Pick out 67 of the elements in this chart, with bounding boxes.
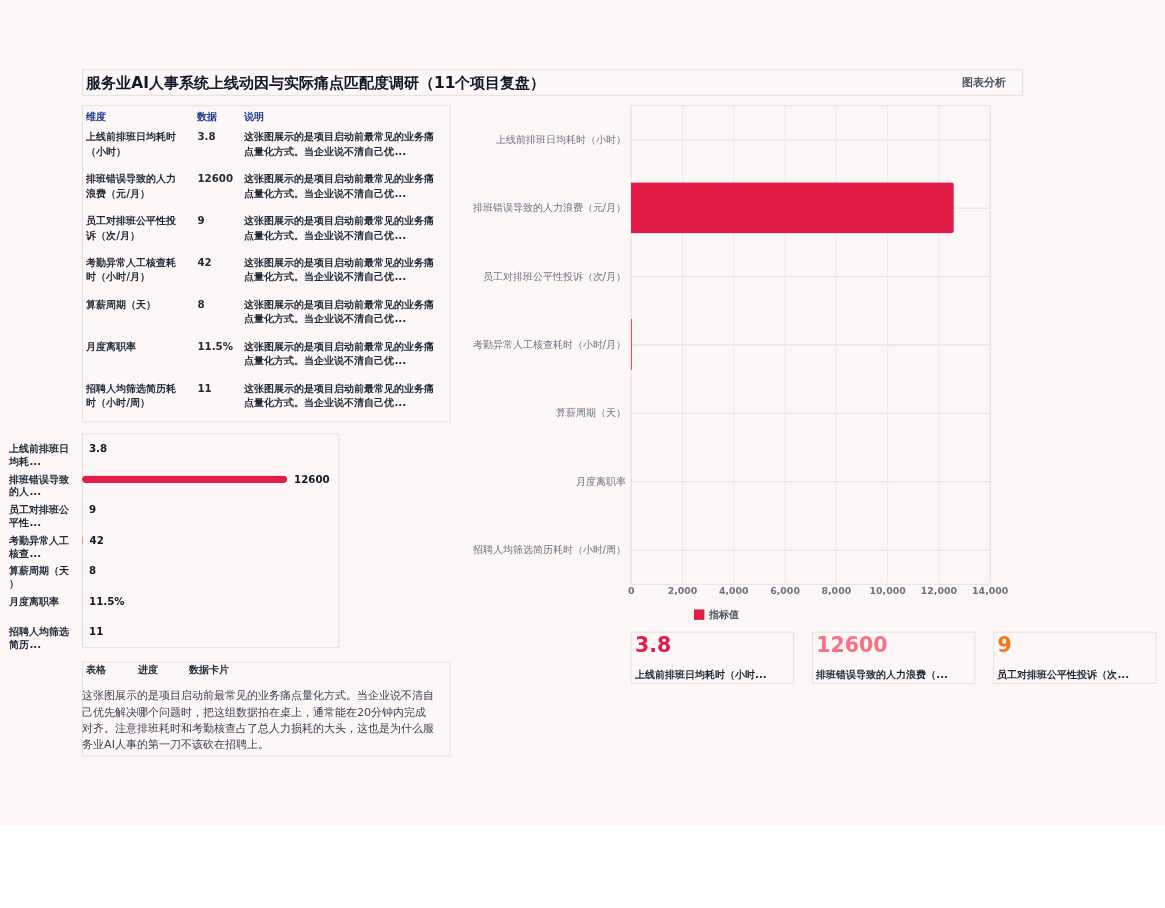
data-label: 11: [89, 625, 104, 638]
text: 数据卡片: [187, 662, 229, 675]
text: 12600: [197, 172, 234, 185]
text: 招聘人均筛选简历耗时（小时/周）: [85, 381, 177, 409]
text: 说明: [243, 109, 265, 122]
data-label: 42: [89, 533, 104, 546]
text: 3.8: [197, 130, 216, 143]
data-label: 8: [89, 564, 97, 577]
text: 表格: [85, 662, 108, 675]
text: 这张图展示的是项目启动前最常见的业务痛点量化方式。当企业说不清自己优...: [243, 130, 435, 157]
text: 9: [997, 633, 1012, 658]
text: 这张图展示的是项目启动前最常见的业务痛点量化方式。当企业说不清自己优先解决哪个问题时，把这组数据拍在桌上，通常能在20分钟内完成对齐。注意排班耗时和考勤核查占了总人力损耗的大头，这也是为什么服务业AI人事的第一刀不该砍在招聘上。: [82, 689, 435, 751]
y-tick-label: 排班错误导致的人力浪费（元/月）: [472, 201, 627, 214]
text: 3.8: [635, 633, 672, 658]
text: 进度: [136, 662, 158, 675]
y-tick-label: 排班错误导致的人...: [8, 472, 71, 498]
data-label: 11.5%: [89, 594, 125, 607]
y-tick-label: 员工对排班公平性...: [8, 503, 71, 528]
x-tick-label: 2,000: [667, 584, 698, 596]
y-tick-label: 月度离职率: [576, 474, 627, 487]
text: 算薪周期（天）: [85, 297, 157, 310]
text: 这张图展示的是项目启动前最常见的业务痛点量化方式。当企业说不清自己优...: [243, 214, 435, 241]
x-tick-label: 6,000: [770, 584, 801, 596]
text: 维度: [85, 109, 107, 122]
y-tick-label: 算薪周期（天）: [8, 564, 71, 590]
y-tick-label: 上线前排班日均耗...: [8, 442, 70, 467]
text: 数据: [196, 109, 218, 122]
text: 员工对排班公平性投诉（次...: [996, 667, 1130, 680]
y-tick-label: 算薪周期（天）: [556, 406, 627, 419]
x-tick-label: 10,000: [869, 584, 907, 596]
y-tick-label: 上线前排班日均耗时（小时）: [496, 132, 627, 145]
text: 12600: [816, 633, 888, 658]
bar: [82, 475, 288, 484]
text: 8: [197, 297, 205, 310]
y-tick-label: 招聘人均筛选简历耗时（小时/周）: [471, 543, 627, 556]
text: 服务业AI人事系统上线动因与实际痛点匹配度调研（11个项目复盘）: [85, 74, 546, 93]
x-tick-label: 8,000: [821, 584, 852, 596]
text: 9: [197, 214, 205, 227]
x-tick-label: 4,000: [718, 584, 750, 596]
x-tick-label: 0: [627, 584, 635, 596]
text: 排班错误导致的人力浪费（元/月）: [85, 172, 177, 199]
text: 员工对排班公平性投诉（次/月）: [85, 214, 178, 241]
text: 这张图展示的是项目启动前最常见的业务痛点量化方式。当企业说不清自己优...: [243, 255, 435, 283]
text: 排班错误导致的人力浪费（...: [815, 667, 948, 680]
y-tick-label: 月度离职率: [8, 594, 60, 607]
text: 这张图展示的是项目启动前最常见的业务痛点量化方式。当企业说不清自己优...: [243, 381, 435, 409]
text: 这张图展示的是项目启动前最常见的业务痛点量化方式。当企业说不清自己优...: [243, 339, 435, 367]
text: 上线前排班日均耗时（小时）: [85, 130, 177, 157]
text: 42: [197, 255, 212, 268]
text: 月度离职率: [85, 339, 137, 352]
data-label: 9: [89, 503, 97, 516]
x-tick-label: 12,000: [920, 584, 958, 596]
x-tick-label: 14,000: [972, 584, 1009, 596]
y-tick-label: 考勤异常人工核查...: [8, 533, 70, 559]
y-tick-label: 招聘人均筛选简历...: [8, 625, 70, 651]
legend-label: 指标值: [708, 608, 740, 621]
text: 上线前排班日均耗时（小时...: [634, 667, 767, 680]
y-tick-label: 考勤异常人工核查耗时（小时/月）: [472, 337, 627, 350]
text: 图表分析: [962, 76, 1007, 90]
text: 这张图展示的是项目启动前最常见的业务痛点量化方式。当企业说不清自己优...: [243, 297, 435, 325]
text: 11: [197, 381, 212, 394]
y-tick-label: 员工对排班公平性投诉（次/月）: [482, 269, 627, 282]
text: 这张图展示的是项目启动前最常见的业务痛点量化方式。当企业说不清自己优...: [243, 172, 435, 199]
text: 11.5%: [197, 339, 234, 352]
data-label: 12600: [294, 472, 330, 485]
text: 考勤异常人工核查耗时（小时/月）: [85, 255, 177, 283]
data-label: 3.8: [88, 442, 108, 455]
